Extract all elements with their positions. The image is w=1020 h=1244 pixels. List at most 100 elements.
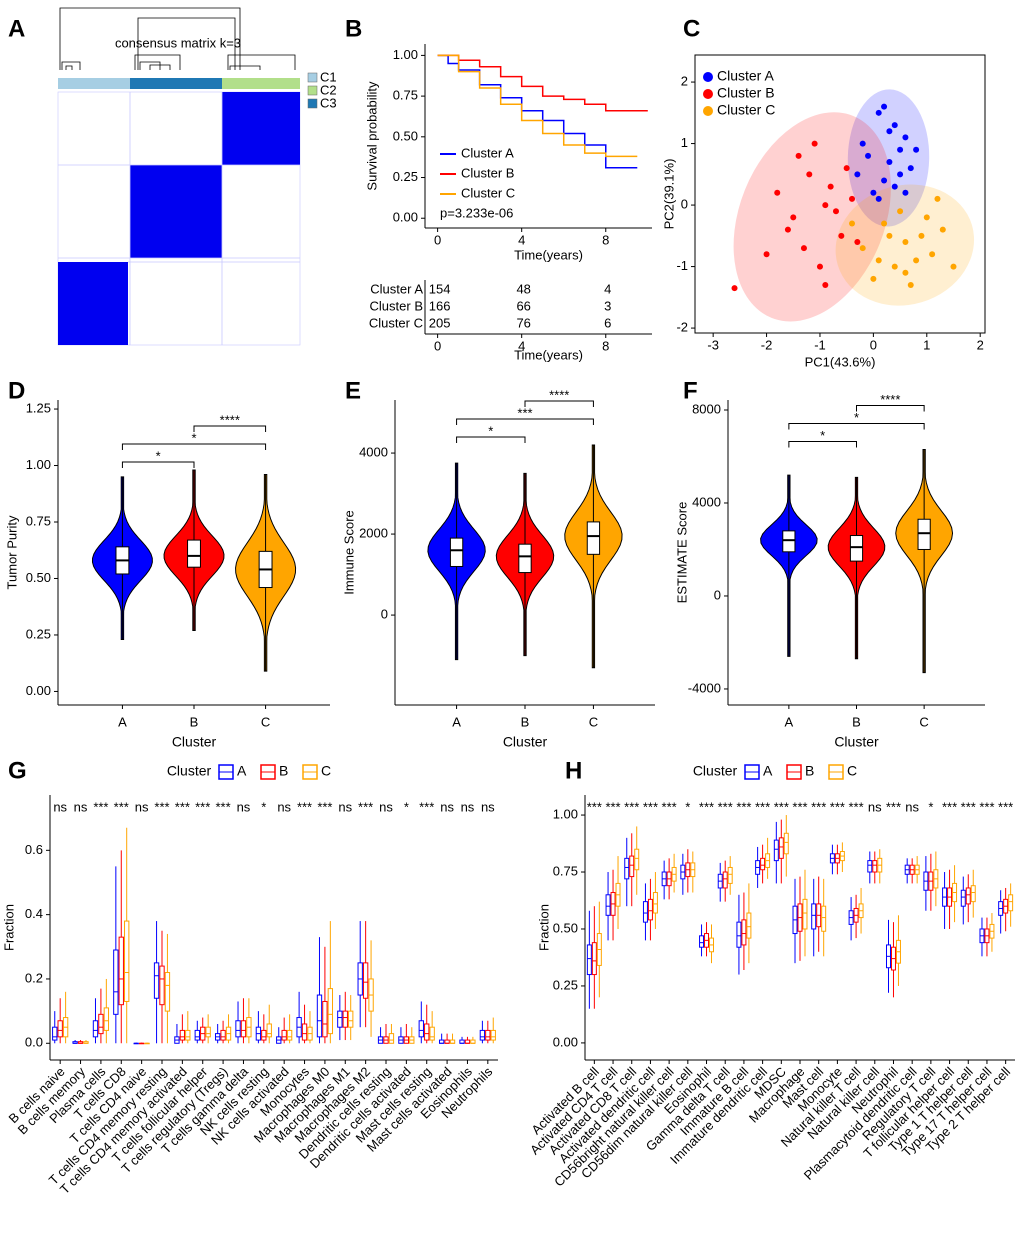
box (917, 518, 931, 550)
panel-label: F (683, 377, 698, 404)
box (164, 972, 171, 1012)
annotation: p=3.233e-06 (440, 205, 513, 220)
confidence-ellipse (835, 184, 975, 306)
significance-label: * (854, 410, 859, 425)
significance-label: **** (220, 412, 240, 427)
legend-swatch (307, 72, 318, 83)
significance-label: ns (53, 799, 67, 814)
box (327, 988, 334, 1035)
risk-count: 166 (429, 298, 451, 313)
box (205, 1026, 211, 1038)
risk-count: 66 (516, 298, 530, 313)
significance-label: ns (868, 799, 882, 814)
point (790, 214, 797, 221)
y-axis-label: Survival probability (364, 81, 379, 191)
point (881, 103, 888, 110)
legend-swatch (307, 98, 318, 109)
y-tick-label: 4000 (692, 494, 721, 509)
box (235, 1020, 241, 1038)
significance-label: *** (297, 799, 312, 814)
significance-label: * (191, 430, 196, 445)
point (881, 177, 888, 184)
point (902, 269, 909, 276)
y-tick-label: -4000 (688, 680, 721, 695)
y-tick-label: 0.6 (25, 842, 43, 857)
y-tick-label: 0.0 (25, 1035, 43, 1050)
x-tick-label: -3 (707, 337, 719, 352)
point (822, 202, 829, 209)
y-tick-label: 4000 (359, 444, 388, 459)
y-tick-label: -2 (676, 320, 688, 335)
point (929, 251, 936, 258)
point (913, 146, 920, 153)
x-tick-label: 4 (518, 232, 525, 247)
panel-label: B (345, 15, 362, 42)
box (624, 857, 630, 880)
x-tick-label: B (852, 714, 861, 729)
box (642, 901, 648, 923)
point (886, 232, 893, 239)
legend-title: Cluster (693, 763, 738, 779)
x-axis-label: Time(years) (514, 247, 583, 262)
significance-label: ns (135, 799, 149, 814)
y-tick-label: 0 (681, 197, 688, 212)
box (970, 885, 976, 903)
point (870, 275, 877, 282)
box (337, 1010, 343, 1028)
significance-label: *** (774, 799, 789, 814)
box (586, 944, 592, 976)
x-tick-label: A (785, 714, 794, 729)
y-tick-label: 0.00 (393, 210, 418, 225)
box (179, 1029, 186, 1041)
point (816, 263, 823, 270)
risk-count: 4 (604, 281, 611, 296)
box (760, 857, 766, 871)
box (778, 837, 784, 859)
point (913, 257, 920, 264)
panel-label: G (8, 757, 27, 784)
box (741, 919, 747, 946)
y-tick-label: 1.00 (26, 457, 51, 472)
box (153, 962, 160, 999)
significance-label: **** (880, 392, 900, 407)
box (266, 1023, 272, 1038)
significance-label: *** (961, 799, 976, 814)
point (838, 232, 845, 239)
point (800, 245, 807, 252)
box (286, 1029, 293, 1041)
significance-label: * (404, 799, 409, 814)
y-tick-label: 1.00 (393, 47, 418, 62)
dendrogram (59, 7, 296, 70)
significance-label: *** (662, 799, 677, 814)
y-tick-label: 0 (714, 587, 721, 602)
point (886, 159, 893, 166)
significance-label: *** (419, 799, 434, 814)
x-axis-label: Cluster (172, 734, 217, 750)
box (388, 1033, 395, 1044)
y-tick-label: 8000 (692, 401, 721, 416)
y-tick-label: 1 (681, 135, 688, 150)
box (418, 1020, 424, 1038)
x-tick-label: C (919, 714, 928, 729)
box (872, 860, 878, 873)
significance-label: * (261, 799, 266, 814)
point (854, 238, 861, 245)
significance-label: ns (481, 799, 495, 814)
x-tick-label: 1 (923, 337, 930, 352)
y-tick-label: 0.2 (25, 970, 43, 985)
legend-label: Cluster B (461, 165, 514, 180)
legend-label: A (763, 763, 773, 779)
box (281, 1029, 287, 1041)
significance-label: ns (905, 799, 919, 814)
significance-label: *** (605, 799, 620, 814)
significance-label: ns (440, 799, 454, 814)
significance-label: *** (317, 799, 332, 814)
significance-bracket (121, 461, 195, 469)
x-tick-label: 0 (870, 337, 877, 352)
x-tick-label: -2 (761, 337, 773, 352)
significance-label: ns (237, 799, 251, 814)
x-axis-label: Cluster (834, 734, 879, 750)
point (843, 165, 850, 172)
legend-label: Cluster A (461, 145, 514, 160)
annotation-bar (58, 78, 130, 89)
